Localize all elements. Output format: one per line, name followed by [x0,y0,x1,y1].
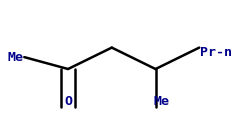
Text: Pr-n: Pr-n [200,46,233,59]
Text: O: O [64,95,72,108]
Text: Me: Me [153,95,169,108]
Text: Me: Me [7,51,23,64]
